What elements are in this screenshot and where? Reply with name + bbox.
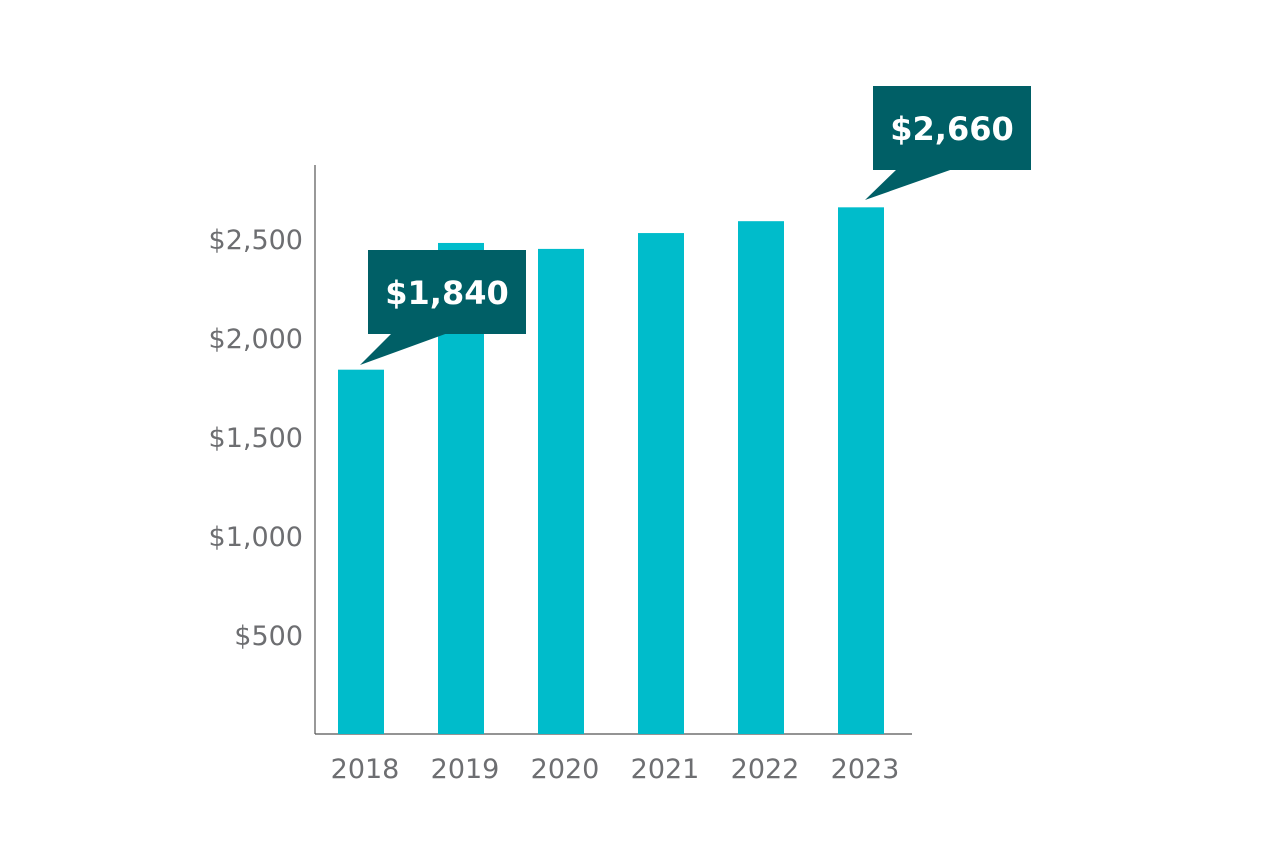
y-tick-label: $500 <box>234 621 303 652</box>
callout-pointer <box>865 169 953 200</box>
y-tick-label: $2,000 <box>209 324 303 355</box>
y-tick-label: $2,500 <box>209 225 303 256</box>
bar-2021 <box>638 233 684 734</box>
x-tick-label: 2019 <box>431 754 500 785</box>
x-tick-label: 2022 <box>731 754 800 785</box>
x-tick-label: 2023 <box>831 754 900 785</box>
y-tick-label: $1,500 <box>209 423 303 454</box>
callout-pointer <box>360 333 448 365</box>
bar-2018 <box>338 369 384 734</box>
bar-2023 <box>838 207 884 734</box>
bar-2022 <box>738 221 784 734</box>
x-tick-label: 2021 <box>631 754 700 785</box>
callout-box <box>873 86 1031 170</box>
x-tick-label: 2020 <box>531 754 600 785</box>
callout-label: $1,840 <box>385 274 508 312</box>
bar-2020 <box>538 248 584 734</box>
callout-label: $2,660 <box>890 110 1013 148</box>
x-tick-label: 2018 <box>331 754 400 785</box>
y-tick-label: $1,000 <box>209 522 303 553</box>
callout-box <box>368 250 526 334</box>
